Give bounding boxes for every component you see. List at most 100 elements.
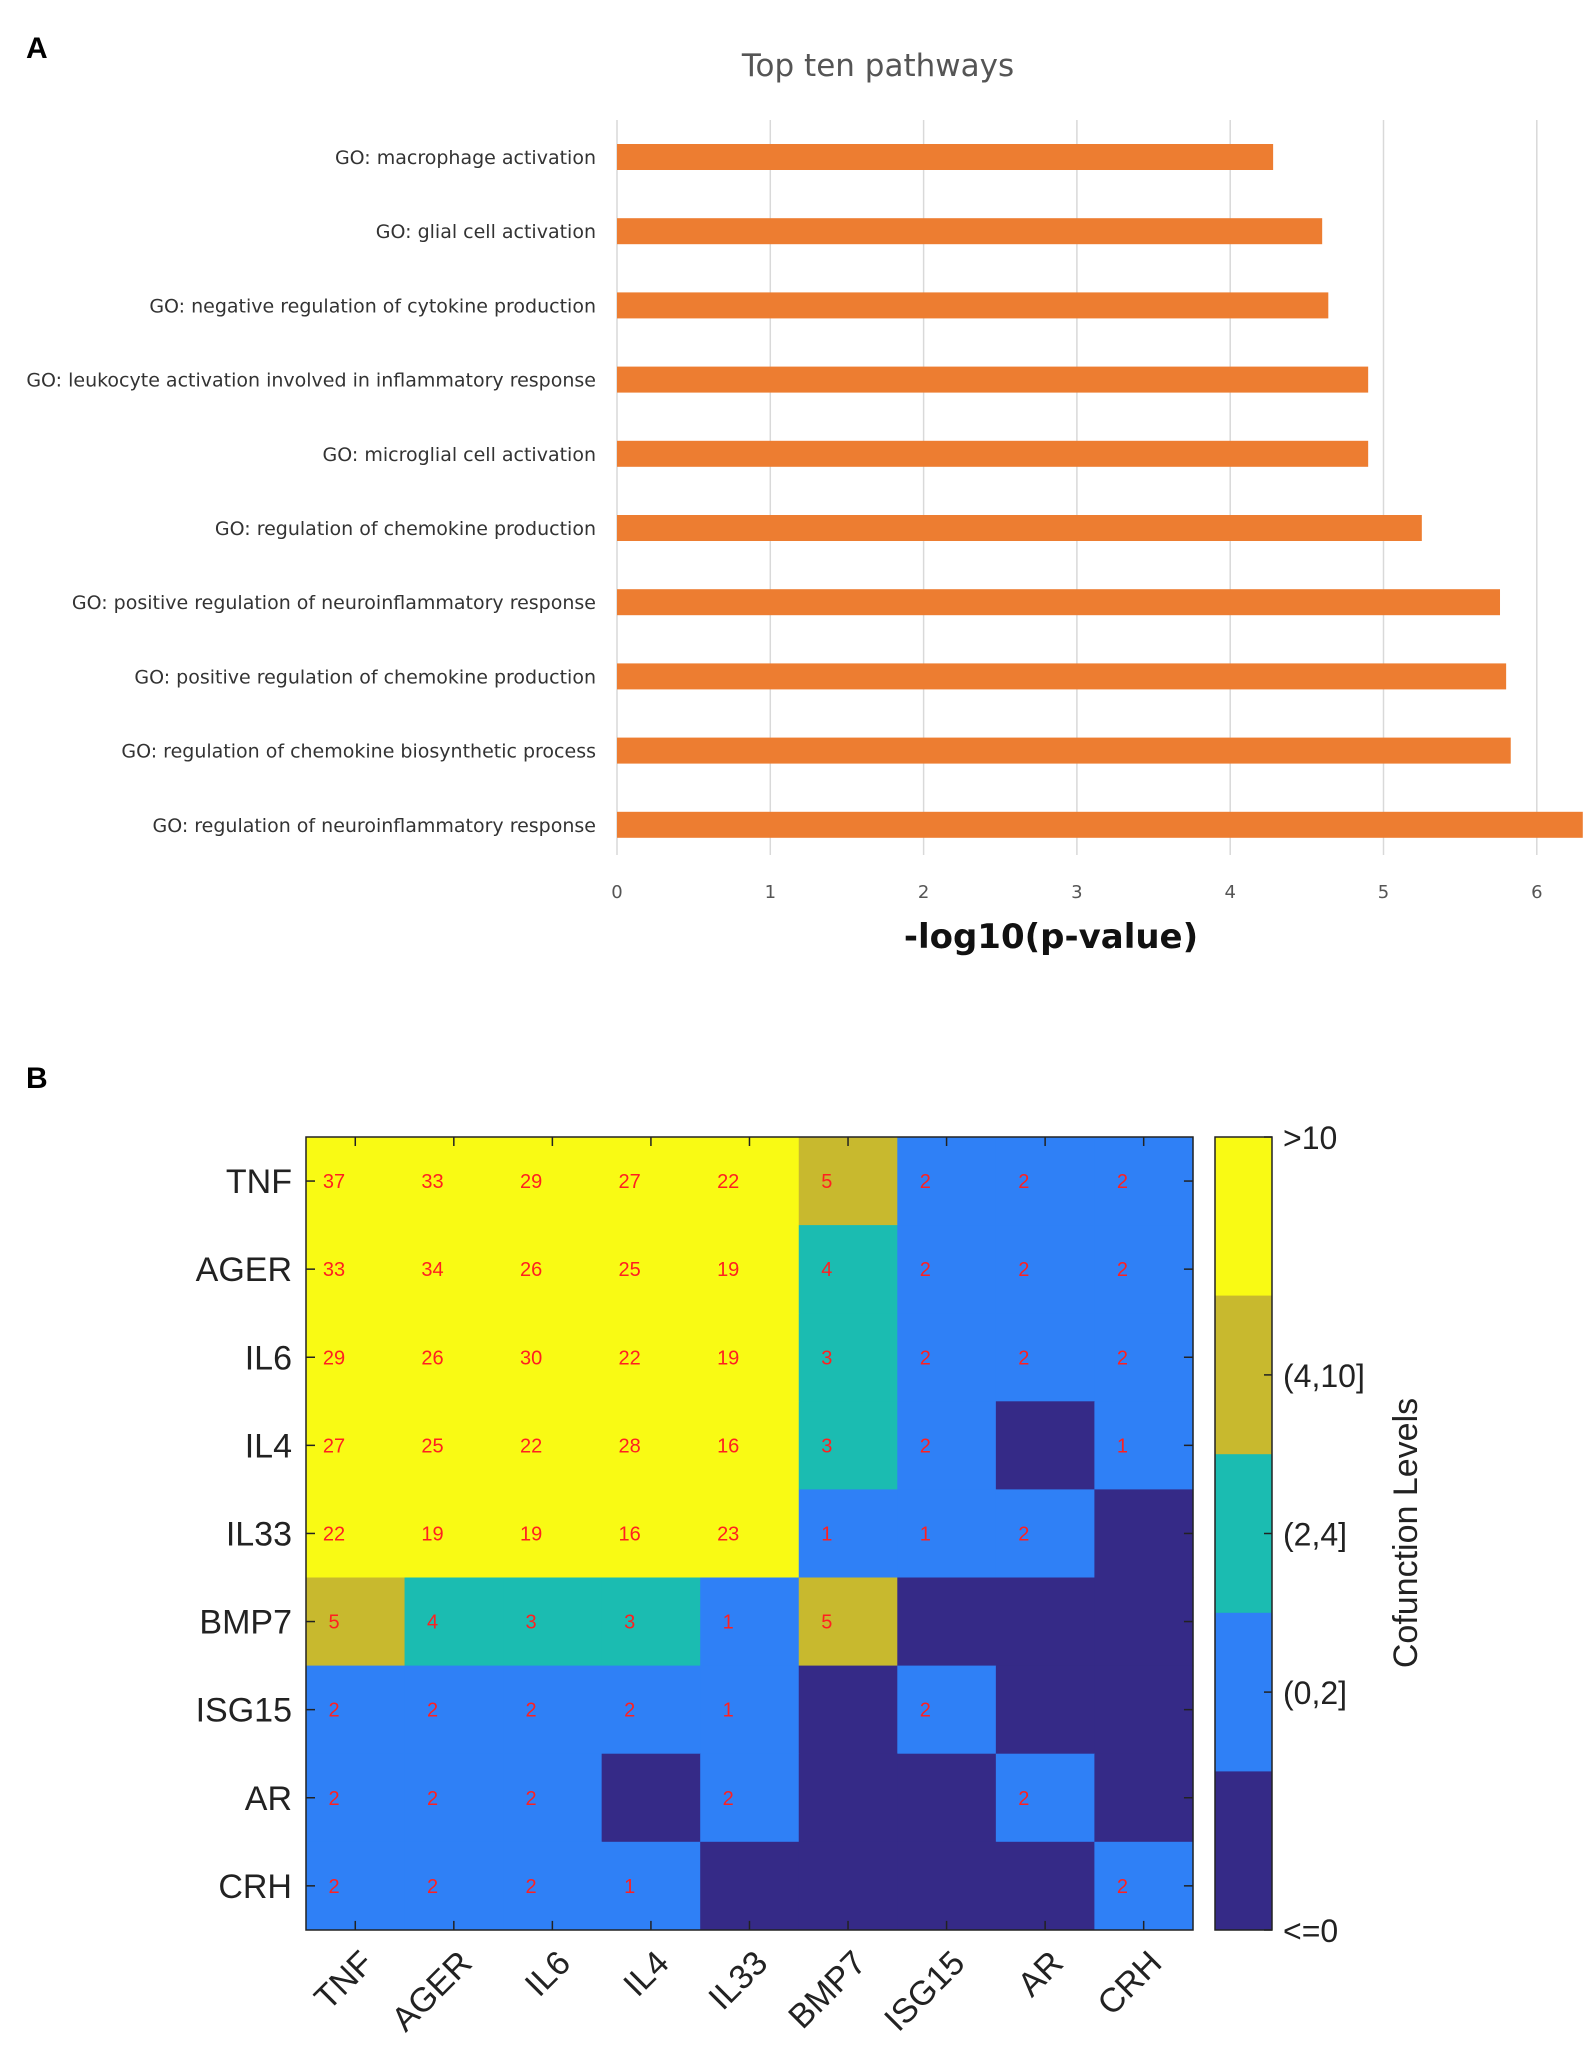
heatmap-cell-value: 3	[821, 1435, 832, 1457]
heatmap-cell	[601, 1137, 701, 1226]
colorbar-label: (2,4]	[1283, 1517, 1347, 1553]
heatmap-cell-value: 2	[427, 1700, 438, 1722]
heatmap-cell-value: 5	[328, 1612, 339, 1634]
heatmap-cell-value: 5	[821, 1612, 832, 1634]
heatmap-cell	[700, 1225, 800, 1314]
heatmap-row-label: CRH	[218, 1868, 292, 1906]
heatmap-cell	[503, 1137, 603, 1226]
heatmap-cell	[798, 1577, 898, 1667]
heatmap-cell-value: 26	[421, 1347, 443, 1369]
bar-x-tick-label: 0	[611, 882, 622, 903]
heatmap-cell-value: 2	[920, 1171, 931, 1193]
heatmap-cell	[404, 1225, 504, 1314]
heatmap-cell	[897, 1489, 997, 1579]
bar-x-tick-label: 6	[1531, 882, 1542, 903]
heatmap-cell	[1094, 1577, 1194, 1667]
heatmap-cell-value: 2	[1018, 1171, 1029, 1193]
heatmap-cell	[700, 1665, 800, 1755]
heatmap-cell	[503, 1225, 603, 1314]
bar-category-label: GO: regulation of chemokine biosynthetic…	[121, 741, 596, 763]
bar-chart-title: Top ten pathways	[741, 48, 1014, 84]
heatmap-cell	[404, 1313, 504, 1402]
heatmap-cell-value: 4	[427, 1612, 438, 1634]
heatmap-cell	[1094, 1313, 1194, 1402]
heatmap-cell-value: 1	[920, 1523, 931, 1545]
heatmap-cell-value: 22	[619, 1347, 641, 1369]
heatmap-cell-value: 2	[427, 1788, 438, 1810]
bar-category-label: GO: regulation of neuroinflammatory resp…	[152, 815, 596, 837]
colorbar-segments	[1214, 1136, 1273, 1931]
heatmap-cell-value: 2	[1117, 1259, 1128, 1281]
heatmap-cell-value: 26	[520, 1259, 542, 1281]
heatmap-cell	[798, 1313, 898, 1402]
heatmap-cell	[503, 1313, 603, 1402]
heatmap-cell	[404, 1753, 504, 1843]
heatmap-column-label: AR	[1011, 1944, 1071, 2004]
bar-x-tick-label: 2	[918, 882, 929, 903]
heatmap-cell-value: 5	[821, 1171, 832, 1193]
bar-category-label: GO: glial cell activation	[376, 221, 596, 243]
heatmap-cell-value: 1	[821, 1523, 832, 1545]
heatmap-cell	[601, 1489, 701, 1579]
heatmap-cell	[503, 1489, 603, 1579]
heatmap-cell	[601, 1313, 701, 1402]
heatmap-cell-value: 25	[619, 1259, 641, 1281]
bar-category-label: GO: macrophage activation	[335, 147, 596, 169]
heatmap-cell	[306, 1313, 406, 1402]
heatmap-cell-value: 2	[427, 1876, 438, 1898]
heatmap-cell	[798, 1137, 898, 1226]
heatmap-cell	[306, 1665, 406, 1755]
heatmap-cell-value: 2	[526, 1876, 537, 1898]
heatmap-cell-value: 2	[1117, 1876, 1128, 1898]
heatmap-cell-value: 27	[323, 1435, 345, 1457]
heatmap-cell	[1094, 1841, 1194, 1931]
colorbar-label: (0,2]	[1283, 1675, 1347, 1711]
heatmap-column-label: AGER	[384, 1944, 479, 2039]
heatmap-cell-value: 23	[717, 1523, 739, 1545]
heatmap-cell-value: 2	[920, 1347, 931, 1369]
heatmap-cell-value: 2	[1117, 1347, 1128, 1369]
bar	[617, 144, 1274, 170]
heatmap-cell	[601, 1577, 701, 1667]
bar-category-label: GO: negative regulation of cytokine prod…	[149, 295, 596, 317]
heatmap-cell-value: 2	[920, 1700, 931, 1722]
heatmap-row-label: IL6	[245, 1339, 292, 1377]
heatmap-cell	[798, 1489, 898, 1579]
heatmap-cell-value: 1	[1117, 1435, 1128, 1457]
heatmap-cell-value: 30	[520, 1347, 542, 1369]
heatmap-column-label: CRH	[1090, 1944, 1169, 2023]
colorbar-label: (4,10]	[1283, 1358, 1365, 1394]
heatmap-cell	[306, 1137, 406, 1226]
heatmap-cell	[995, 1489, 1095, 1579]
heatmap-cell	[404, 1665, 504, 1755]
heatmap-cell-value: 34	[421, 1259, 443, 1281]
bar	[617, 218, 1323, 245]
heatmap-row-label: BMP7	[199, 1604, 292, 1642]
heatmap-cell	[798, 1665, 898, 1755]
bar	[617, 292, 1329, 319]
heatmap-column-label: IL6	[518, 1944, 578, 2004]
heatmap-cell	[700, 1753, 800, 1843]
heatmap-cell	[995, 1577, 1095, 1667]
heatmap-cell	[995, 1841, 1095, 1931]
heatmap-cell	[700, 1489, 800, 1579]
heatmap-cell	[798, 1753, 898, 1843]
heatmap-cell-value: 2	[526, 1700, 537, 1722]
heatmap-cell-value: 29	[520, 1171, 542, 1193]
bar-category-label: GO: positive regulation of neuroinflamma…	[72, 592, 596, 614]
bar-chart-x-axis-label: -log10(p-value)	[904, 917, 1198, 957]
bar	[617, 737, 1511, 764]
heatmap-row-label: TNF	[226, 1163, 292, 1201]
heatmap-cell-values: 37 33 29 27 22 5 2 2 233 34 26 25 19 4 2 2 229 26 30 22 19 3 2…	[323, 1171, 1128, 1898]
heatmap-column-label: TNF	[307, 1944, 381, 2018]
bar	[617, 440, 1369, 467]
heatmap-cell	[995, 1665, 1095, 1755]
heatmap-cell	[700, 1137, 800, 1226]
bar-category-label: GO: regulation of chemokine production	[215, 518, 596, 540]
bar-x-tick-label: 5	[1378, 882, 1389, 903]
heatmap-cell	[503, 1753, 603, 1843]
heatmap-cell	[1094, 1489, 1194, 1579]
heatmap-cell	[601, 1401, 701, 1490]
heatmap-row-label: ISG15	[196, 1692, 292, 1730]
heatmap-cell	[601, 1753, 701, 1843]
